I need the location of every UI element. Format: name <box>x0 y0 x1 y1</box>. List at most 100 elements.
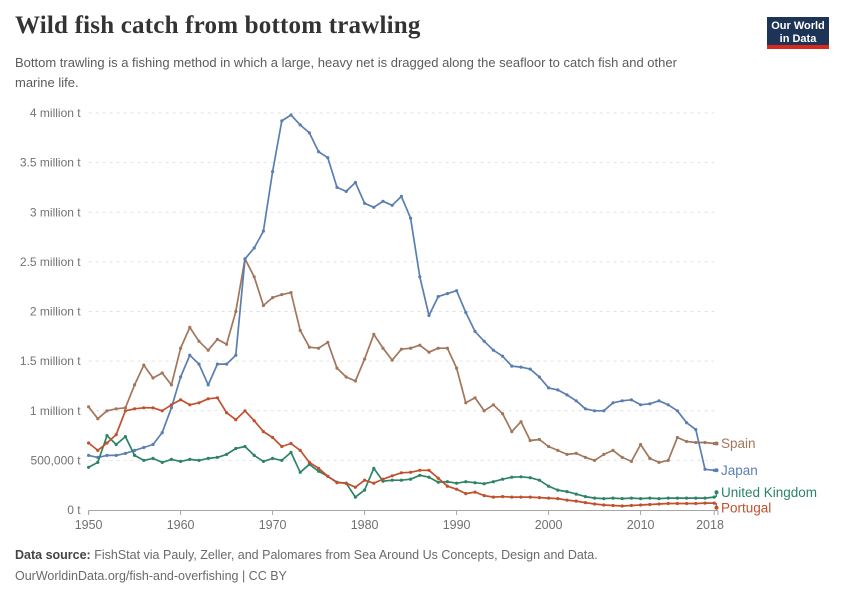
series-point <box>225 411 229 415</box>
series-point <box>363 201 367 205</box>
series-point <box>574 399 578 403</box>
series-point <box>133 453 137 457</box>
series-point <box>215 455 219 459</box>
data-source-text: FishStat via Pauly, Zeller, and Palomare… <box>90 548 598 562</box>
series-point <box>583 407 588 411</box>
series-point <box>519 365 523 369</box>
series-point <box>602 452 606 456</box>
series-point <box>344 481 348 485</box>
series-point <box>510 495 514 499</box>
series-point <box>482 482 486 486</box>
license-line[interactable]: OurWorldinData.org/fish-and-overfishing … <box>15 569 287 583</box>
series-point <box>427 350 431 354</box>
series-point <box>289 291 293 295</box>
series-point <box>261 303 265 308</box>
y-axis-tick-label: 4 million t <box>30 106 81 120</box>
series-point <box>593 496 597 500</box>
series-point <box>418 343 422 347</box>
series-point <box>593 502 597 506</box>
series-point <box>427 468 431 472</box>
series-point <box>556 497 560 501</box>
series-point <box>160 460 164 464</box>
series-point <box>390 478 394 482</box>
series-point <box>280 119 284 123</box>
series-point <box>629 496 634 500</box>
series-label-portugal[interactable]: Portugal <box>721 500 771 515</box>
series-point <box>142 406 146 410</box>
y-axis-tick-label: 1.5 million t <box>20 354 81 368</box>
series-point <box>206 383 210 387</box>
series-point <box>142 458 146 462</box>
series-point <box>298 123 302 127</box>
series-point <box>114 453 118 457</box>
series-point <box>537 437 542 442</box>
series-point <box>418 275 422 279</box>
series-line-japan[interactable] <box>87 114 716 472</box>
series-point <box>215 362 219 366</box>
series-point <box>639 503 643 507</box>
series-point <box>473 490 477 494</box>
series-point <box>436 346 440 350</box>
series-point <box>105 409 109 413</box>
series-point <box>234 353 238 357</box>
y-axis-tick-label: 2.5 million t <box>20 255 81 269</box>
series-point <box>225 452 229 456</box>
series-point <box>436 295 440 299</box>
series-point <box>280 458 284 462</box>
series-point <box>96 417 100 421</box>
series-line-united-kingdom[interactable] <box>87 434 716 500</box>
series-point <box>372 481 376 485</box>
series-line-portugal[interactable] <box>87 396 716 507</box>
series-point <box>639 403 643 407</box>
series-point <box>712 495 716 499</box>
series-point <box>169 383 173 387</box>
y-axis-tick-label: 3.5 million t <box>20 156 81 170</box>
series-label-spain[interactable]: Spain <box>721 436 756 451</box>
series-point <box>123 435 127 439</box>
series-point <box>473 481 477 485</box>
series-point <box>289 441 293 446</box>
series-point <box>583 501 588 505</box>
series-point <box>685 496 689 500</box>
series-point <box>409 477 413 481</box>
series-point <box>96 460 100 464</box>
series-point <box>427 313 431 318</box>
series-point <box>179 375 183 379</box>
series-point <box>639 497 643 501</box>
series-point <box>574 499 578 503</box>
x-axis-tick-label: 1950 <box>75 518 103 532</box>
series-point <box>629 503 634 508</box>
series-point <box>179 346 183 350</box>
series-point <box>160 371 164 375</box>
series-label-united-kingdom[interactable]: United Kingdom <box>721 485 817 500</box>
series-point <box>473 396 477 400</box>
series-point <box>565 490 569 494</box>
series-point <box>464 492 468 496</box>
series-point <box>455 481 459 485</box>
series-point <box>335 185 339 189</box>
series-point <box>197 362 201 366</box>
series-point <box>657 460 661 464</box>
series-point <box>409 216 413 220</box>
series-label-japan[interactable]: Japan <box>721 463 758 478</box>
series-point <box>418 468 422 472</box>
series-point <box>675 501 680 506</box>
series-point <box>537 496 542 500</box>
series-point <box>197 339 201 343</box>
series-point <box>611 503 615 508</box>
series-point <box>547 484 551 488</box>
series-point <box>344 375 348 379</box>
series-point <box>215 337 219 341</box>
series-point <box>206 397 210 401</box>
series-point <box>629 398 634 402</box>
series-point <box>123 451 127 455</box>
series-point <box>482 339 486 343</box>
series-point <box>445 346 449 350</box>
series-point <box>602 503 606 507</box>
series-point <box>372 205 376 209</box>
series-point <box>133 383 137 387</box>
owid-logo[interactable]: Our World in Data <box>767 17 829 48</box>
series-point <box>188 403 192 407</box>
series-point <box>188 325 192 329</box>
series-point <box>363 478 367 482</box>
